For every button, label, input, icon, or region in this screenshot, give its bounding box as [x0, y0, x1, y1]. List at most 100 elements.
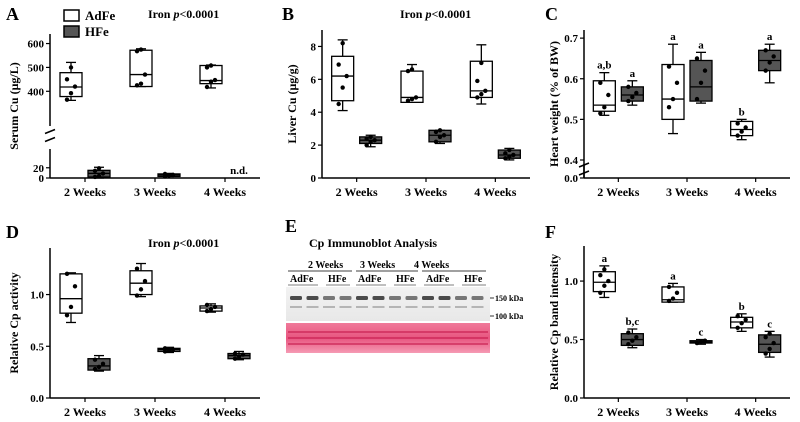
x-tick-label: 2 Weeks — [64, 185, 106, 199]
data-point — [134, 266, 140, 271]
y-tick-label: 20 — [33, 163, 45, 175]
blot-faint-band — [438, 306, 451, 308]
legend: AdFe HFe — [63, 8, 116, 39]
data-point — [68, 65, 74, 70]
marker-label-150: 150 kDa — [495, 294, 523, 303]
data-point — [735, 133, 740, 138]
box-adfe — [331, 55, 355, 102]
data-point — [666, 104, 672, 110]
blot-faint-band — [323, 306, 335, 308]
data-point — [598, 273, 603, 278]
legend-label-adfe: AdFe — [85, 8, 116, 23]
panel-letter: B — [282, 4, 294, 24]
data-point — [405, 98, 411, 103]
x-tick-label: 4 Weeks — [735, 405, 777, 419]
ponceau-band — [288, 337, 488, 339]
blot-band — [389, 296, 401, 300]
title-prefix: Iron — [148, 7, 173, 21]
data-point — [598, 80, 603, 86]
data-point — [364, 136, 369, 141]
data-point — [162, 346, 168, 351]
data-point — [92, 168, 98, 174]
data-point — [670, 296, 676, 301]
data-point — [68, 304, 74, 310]
data-point — [634, 90, 639, 96]
data-point — [166, 173, 172, 178]
data-point — [503, 156, 508, 161]
data-point — [364, 142, 369, 148]
data-point — [72, 84, 78, 89]
y-tick-label: 0.5 — [564, 114, 578, 126]
y-axis-label: Serum Cu (μg/L) — [7, 62, 21, 149]
blot-faint-band — [405, 306, 418, 308]
wb-lane-label: AdFe — [290, 274, 314, 285]
data-point — [702, 68, 708, 73]
title-suffix: <0.0001 — [179, 236, 219, 250]
data-point — [134, 48, 140, 54]
y-tick-label: 4 — [311, 107, 317, 119]
blot-faint-band — [356, 306, 368, 308]
significance-label: a — [767, 31, 773, 43]
data-point — [698, 80, 704, 86]
wb-lane-label: HFe — [328, 274, 347, 285]
data-point — [626, 98, 631, 104]
data-point — [96, 364, 102, 370]
x-tick-label: 3 Weeks — [405, 185, 447, 199]
data-point — [142, 72, 148, 77]
data-point — [598, 111, 603, 116]
chart-panel-c: C Heart weight (% of BW) 0.4 0.5 0.6 0.7 0.0 2 … — [545, 4, 790, 199]
ponceau-band — [288, 343, 488, 345]
data-point — [630, 338, 635, 343]
data-point — [336, 101, 341, 107]
significance-label: a — [630, 68, 636, 80]
data-point — [96, 173, 102, 179]
legend-swatch-hfe — [63, 25, 80, 38]
blot-band — [438, 296, 451, 300]
significance-label: a — [698, 39, 704, 51]
data-point — [204, 302, 210, 308]
box-adfe — [59, 273, 83, 314]
data-point — [503, 151, 508, 156]
data-point — [134, 83, 140, 88]
data-point — [511, 152, 516, 158]
x-tick-label: 2 Weeks — [336, 185, 378, 199]
data-point — [100, 171, 106, 176]
blot-band — [372, 296, 385, 300]
data-point — [767, 331, 772, 336]
data-point — [142, 278, 148, 284]
data-point — [507, 147, 512, 153]
data-point — [340, 85, 345, 90]
box-adfe — [129, 49, 153, 88]
blot-band — [422, 296, 434, 300]
data-point — [743, 317, 748, 322]
immunoblot-membrane — [286, 287, 490, 321]
significance-label: c — [699, 327, 704, 339]
data-point — [674, 80, 680, 86]
y-tick-label: 0.4 — [564, 155, 578, 167]
data-point — [204, 308, 210, 314]
chart-title: Iron p<0.0001 — [148, 7, 219, 21]
data-point — [771, 54, 776, 59]
data-point — [441, 133, 447, 138]
significance-label: n.d. — [230, 165, 248, 177]
data-point — [92, 366, 98, 372]
blot-faint-band — [471, 306, 484, 308]
data-point — [208, 79, 214, 84]
data-point — [606, 92, 611, 98]
data-point — [602, 267, 607, 272]
wb-lane-label: HFe — [464, 274, 483, 285]
blot-faint-band — [306, 306, 319, 308]
x-tick-label: 4 Weeks — [735, 185, 777, 199]
legend-label-hfe: HFe — [85, 24, 109, 39]
panel-letter: D — [6, 222, 19, 242]
data-point — [634, 335, 639, 340]
panel-letter: A — [6, 4, 19, 24]
data-point — [483, 88, 488, 94]
data-point — [92, 357, 98, 362]
data-point — [694, 96, 700, 102]
data-point — [212, 77, 218, 83]
significance-label: a — [670, 31, 676, 43]
data-point — [64, 313, 70, 318]
data-point — [204, 84, 210, 90]
